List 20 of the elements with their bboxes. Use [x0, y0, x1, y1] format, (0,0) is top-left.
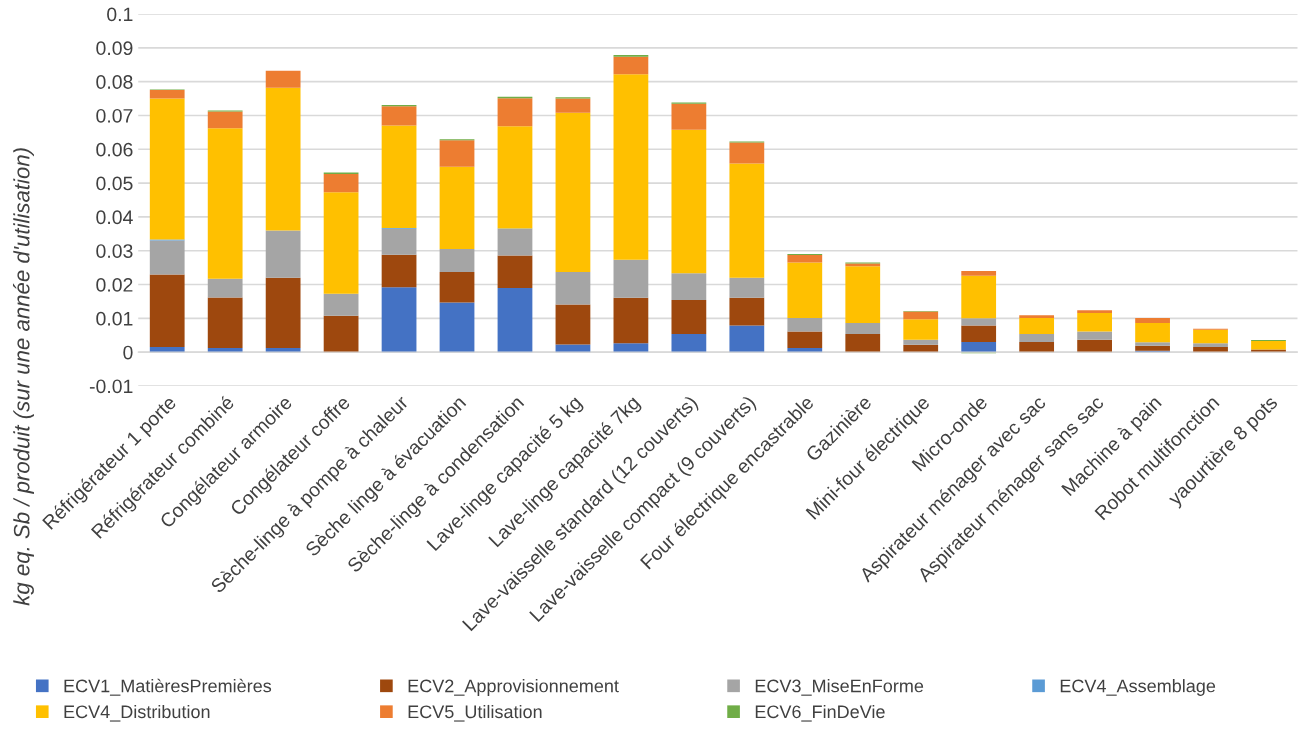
- y-tick-label: 0.09: [96, 41, 133, 56]
- y-tick-label: 0.05: [96, 176, 133, 191]
- y-tick-label: 0.08: [96, 75, 133, 89]
- y-axis-title: kg eq. Sb / produit (sur une année d'utilisation): [12, 148, 34, 606]
- y-tick-label: 0.01: [96, 311, 133, 326]
- legend-label: ECV2_Approvisionnement: [408, 679, 619, 696]
- legend-label: ECV4_Distribution: [64, 704, 210, 722]
- y-tick-label: 0.04: [96, 210, 133, 225]
- y-tick-label: 0: [123, 345, 133, 360]
- legend-label: ECV6_FinDeVie: [755, 704, 885, 722]
- legend-label: ECV4_Assemblage: [1060, 679, 1216, 696]
- legend-label: ECV3_MiseEnForme: [755, 679, 924, 696]
- y-tick-label: 0.07: [96, 108, 133, 123]
- legend-label: ECV5_Utilisation: [408, 704, 542, 722]
- y-tick-label: -0.01: [89, 379, 133, 394]
- y-tick-label: 0.1: [107, 7, 133, 22]
- y-tick-label: 0.02: [96, 278, 133, 292]
- legend-label: ECV1_MatièresPremières: [64, 678, 272, 696]
- y-tick-label: 0.06: [96, 142, 133, 157]
- y-tick-label: 0.03: [96, 244, 133, 258]
